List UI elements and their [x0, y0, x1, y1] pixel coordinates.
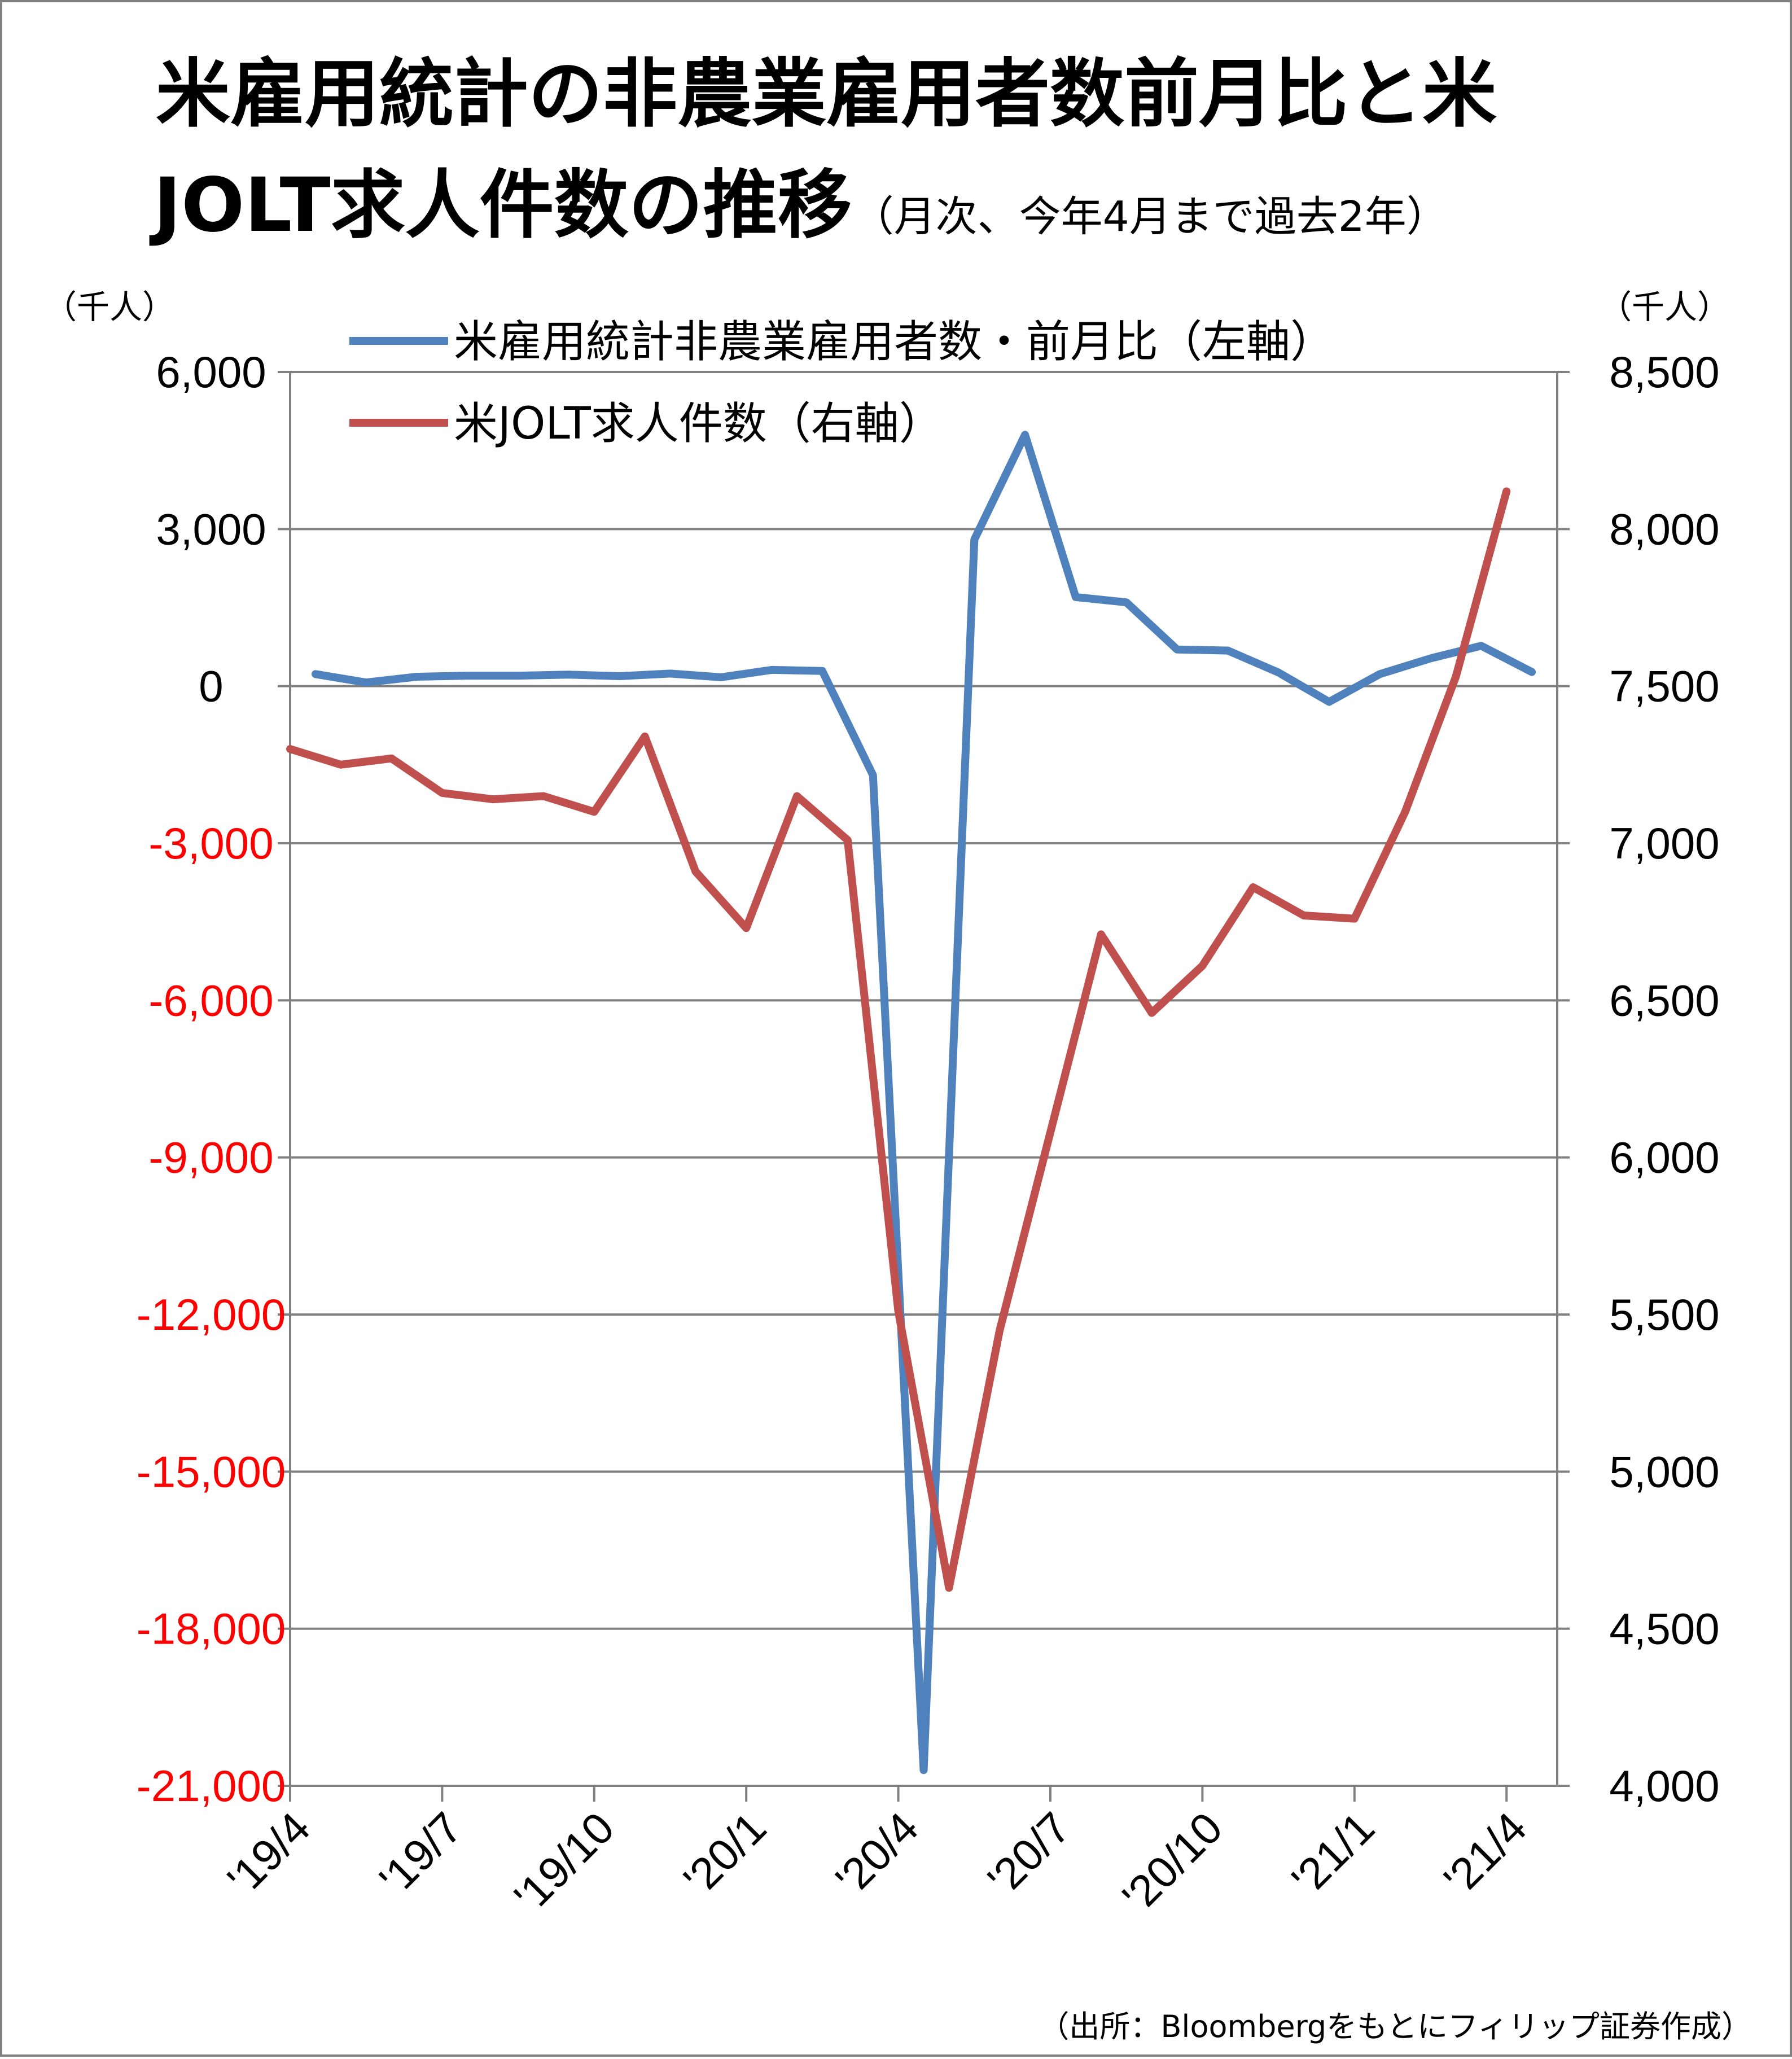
series-line-jolts: [286, 487, 1511, 1592]
x-tick-label-5: '20/7: [978, 1803, 1080, 1904]
legend-label-nfp: 米雇用統計非農業雇用者数・前月比（左軸）: [454, 317, 1334, 367]
chart-title-sub: （月次、今年4月まで過去2年）: [852, 192, 1448, 241]
legend: 米雇用統計非農業雇用者数・前月比（左軸） 米JOLT求人件数（右軸）: [349, 317, 1334, 449]
right-tick-label-2: 7,500: [1609, 661, 1719, 711]
chart-title-main: JOLT求人件数の推移: [149, 162, 852, 249]
right-y-axis: 8,500 8,000 7,500 7,000 6,500 6,000 5,500 5,000…: [1556, 347, 1720, 1811]
left-tick-label-6: -12,000: [137, 1290, 286, 1339]
x-tick-label-6: '20/10: [1113, 1803, 1232, 1922]
left-tick-label-5: -9,000: [148, 1133, 273, 1182]
left-y-axis: 6,000 3,000 0 -3,000 -6,000 -9,000 -12,000 -15,…: [137, 347, 291, 1811]
right-tick-label-9: 4,000: [1609, 1761, 1719, 1811]
chart-title-line2: JOLT求人件数の推移（月次、今年4月まで過去2年）: [149, 162, 1448, 249]
chart-title-line1: 米雇用統計の非農業雇用者数前月比と米: [156, 51, 1497, 138]
left-tick-label-1: 3,000: [156, 504, 266, 554]
left-tick-label-4: -6,000: [148, 975, 273, 1025]
right-tick-label-5: 6,000: [1609, 1133, 1719, 1182]
right-axis-unit: （千人）: [1599, 288, 1730, 326]
right-tick-label-4: 6,500: [1609, 975, 1719, 1025]
right-tick-label-0: 8,500: [1609, 347, 1719, 397]
left-tick-label-0: 6,000: [156, 347, 266, 397]
legend-label-jolts: 米JOLT求人件数（右軸）: [454, 398, 943, 449]
x-tick-label-1: '19/7: [370, 1803, 471, 1904]
left-axis-unit: （千人）: [44, 288, 175, 326]
series-lines: [286, 431, 1536, 1775]
x-tick-label-7: '21/1: [1282, 1803, 1384, 1904]
right-tick-label-6: 5,500: [1609, 1290, 1719, 1339]
left-tick-label-7: -15,000: [137, 1447, 286, 1496]
left-tick-label-2: 0: [199, 661, 223, 711]
series-line-nfp: [311, 431, 1536, 1775]
x-tick-label-8: '21/4: [1434, 1803, 1536, 1904]
right-tick-label-1: 8,000: [1609, 504, 1719, 554]
gridlines: [290, 371, 1557, 1787]
x-tick-label-0: '19/4: [218, 1803, 319, 1904]
right-tick-label-3: 7,000: [1609, 818, 1719, 868]
x-tick-label-4: '20/4: [826, 1803, 928, 1904]
right-tick-label-7: 5,000: [1609, 1447, 1719, 1496]
x-axis: '19/4 '19/7 '19/10 '20/1 '20/4 '20/7 '20/10 '21…: [218, 1785, 1557, 1922]
left-tick-label-9: -21,000: [137, 1761, 286, 1811]
left-tick-label-3: -3,000: [148, 818, 273, 868]
x-tick-label-3: '20/1: [674, 1803, 775, 1904]
left-tick-label-8: -18,000: [137, 1604, 286, 1654]
right-tick-label-8: 4,500: [1609, 1604, 1719, 1654]
source-note: （出所：Bloombergをもとにフィリップ証券作成）: [1039, 2009, 1752, 2044]
x-tick-label-2: '19/10: [505, 1803, 624, 1922]
